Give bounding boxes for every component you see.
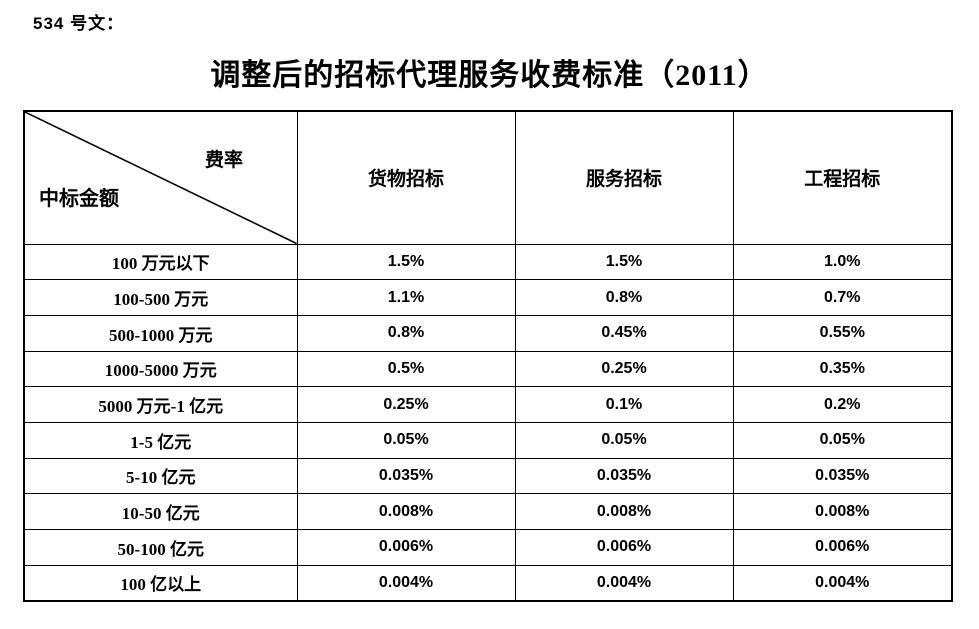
table-header-row: 费率 中标金额 货物招标 服务招标 工程招标	[23, 110, 953, 245]
rate-cell: 0.7%	[732, 279, 953, 316]
column-header-engineering: 工程招标	[732, 110, 953, 245]
table-row: 500-1000 万元 0.8% 0.45% 0.55%	[23, 314, 953, 352]
rate-cell: 0.008%	[514, 493, 734, 530]
rate-cell: 0.004%	[296, 564, 516, 602]
table-row: 10-50 亿元 0.008% 0.008% 0.008%	[23, 493, 953, 530]
diagonal-line	[25, 112, 297, 244]
rate-cell: 0.05%	[296, 421, 516, 459]
rate-cell: 1.0%	[732, 243, 953, 281]
row-label: 100 亿以上	[23, 564, 298, 602]
corner-cell: 费率 中标金额	[23, 110, 298, 245]
row-label: 5-10 亿元	[23, 457, 298, 495]
rate-cell: 0.05%	[732, 421, 953, 459]
table-row: 5-10 亿元 0.035% 0.035% 0.035%	[23, 457, 953, 495]
rate-cell: 0.006%	[296, 529, 516, 566]
rate-cell: 0.55%	[732, 314, 953, 352]
rate-cell: 0.035%	[296, 457, 516, 495]
rate-cell: 0.1%	[514, 386, 734, 423]
column-header-goods: 货物招标	[296, 110, 516, 245]
row-label: 100 万元以下	[23, 243, 298, 281]
table-row: 50-100 亿元 0.006% 0.006% 0.006%	[23, 529, 953, 566]
rate-cell: 1.5%	[296, 243, 516, 281]
rate-cell: 1.1%	[296, 279, 516, 316]
corner-label-rate: 费率	[205, 150, 244, 171]
rate-cell: 0.035%	[732, 457, 953, 495]
rate-cell: 0.2%	[732, 386, 953, 423]
rate-cell: 0.8%	[514, 279, 734, 316]
rate-cell: 0.008%	[732, 493, 953, 530]
table-row: 1000-5000 万元 0.5% 0.25% 0.35%	[23, 350, 953, 388]
doc-number: 534 号文：	[33, 14, 125, 33]
rate-cell: 0.006%	[732, 529, 953, 566]
rate-cell: 0.45%	[514, 314, 734, 352]
row-label: 100-500 万元	[23, 279, 298, 316]
row-label: 50-100 亿元	[23, 529, 298, 566]
rate-cell: 0.25%	[296, 386, 516, 423]
table-row: 100 亿以上 0.004% 0.004% 0.004%	[23, 564, 953, 602]
row-label: 5000 万元-1 亿元	[23, 386, 298, 423]
rate-cell: 0.25%	[514, 350, 734, 388]
table-row: 5000 万元-1 亿元 0.25% 0.1% 0.2%	[23, 386, 953, 423]
fee-table: 费率 中标金额 货物招标 服务招标 工程招标 100 万元以下 1.5% 1.5…	[23, 110, 953, 602]
row-label: 10-50 亿元	[23, 493, 298, 530]
row-label: 1-5 亿元	[23, 421, 298, 459]
rate-cell: 0.004%	[514, 564, 734, 602]
rate-cell: 0.035%	[514, 457, 734, 495]
rate-cell: 0.004%	[732, 564, 953, 602]
table-row: 100-500 万元 1.1% 0.8% 0.7%	[23, 279, 953, 316]
page-title: 调整后的招标代理服务收费标准（2011）	[210, 59, 769, 92]
corner-label-amount: 中标金额	[39, 188, 119, 210]
rate-cell: 0.5%	[296, 350, 516, 388]
column-header-service: 服务招标	[514, 110, 734, 245]
table-row: 100 万元以下 1.5% 1.5% 1.0%	[23, 243, 953, 281]
rate-cell: 1.5%	[514, 243, 734, 281]
rate-cell: 0.006%	[514, 529, 734, 566]
rate-cell: 0.8%	[296, 314, 516, 352]
row-label: 1000-5000 万元	[23, 350, 298, 388]
rate-cell: 0.05%	[514, 421, 734, 459]
row-label: 500-1000 万元	[23, 314, 298, 352]
rate-cell: 0.008%	[296, 493, 516, 530]
table-row: 1-5 亿元 0.05% 0.05% 0.05%	[23, 421, 953, 459]
rate-cell: 0.35%	[732, 350, 953, 388]
